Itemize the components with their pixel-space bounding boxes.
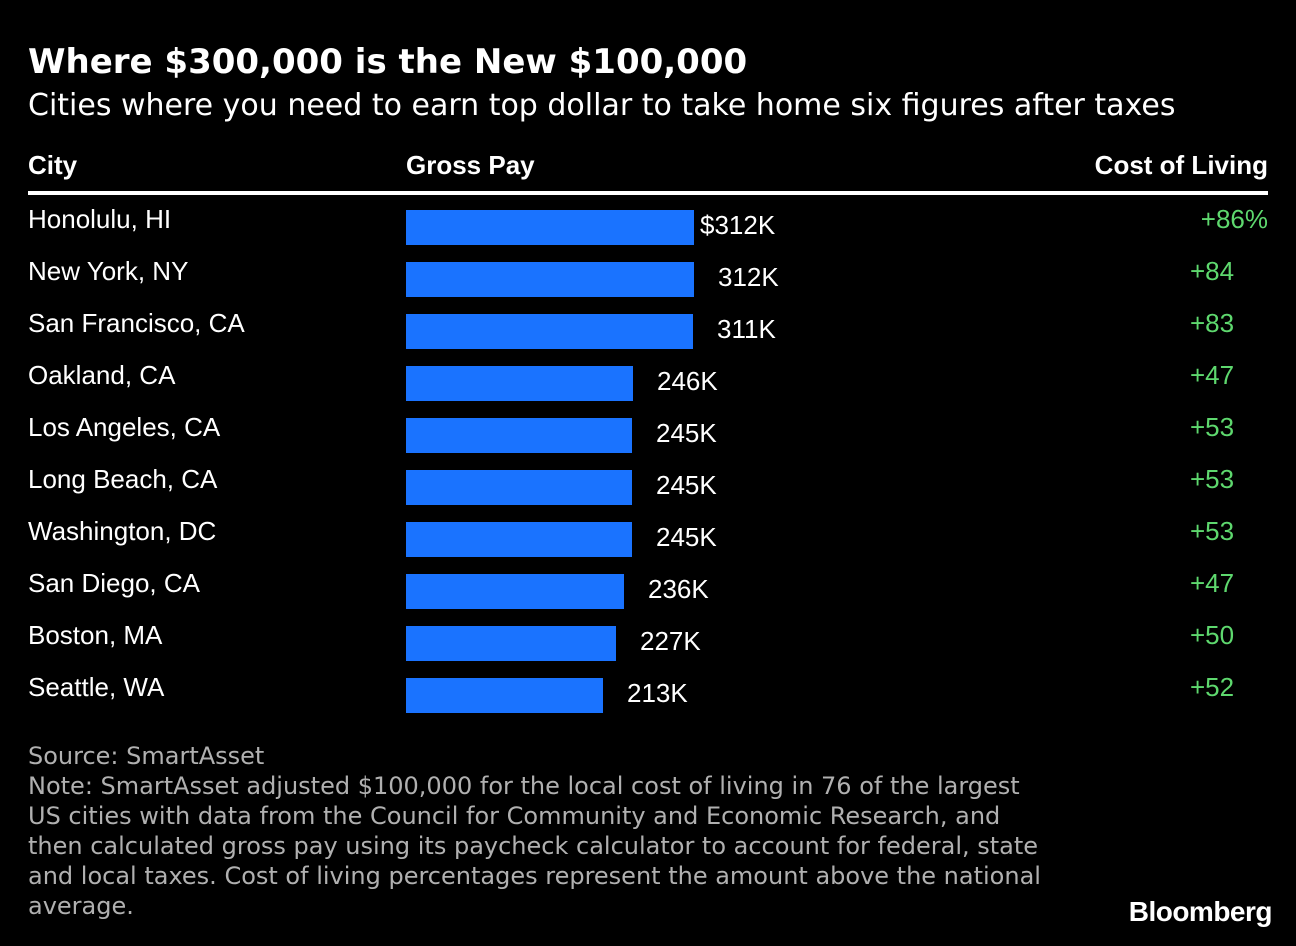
gross-pay-value-label: 227K [640, 626, 701, 656]
cost-of-living-value: +47 [1190, 568, 1235, 598]
cost-of-living-value: +84 [1190, 256, 1235, 286]
gross-pay-value-label: 236K [648, 574, 709, 604]
table-row: Oakland, CA 246K +47 [0, 354, 1296, 406]
cost-of-living-value: +50 [1190, 620, 1235, 650]
table-row: Washington, DC 245K +53 [0, 510, 1296, 562]
source-text: Source: SmartAsset [28, 742, 265, 770]
gross-pay-bar [406, 470, 632, 505]
gross-pay-bar [406, 522, 632, 557]
city-label: San Francisco, CA [28, 308, 245, 338]
city-label: Seattle, WA [28, 672, 165, 702]
gross-pay-bar [406, 210, 694, 245]
city-label: Los Angeles, CA [28, 412, 221, 442]
gross-pay-value-label: $312K [700, 210, 776, 240]
table-row: New York, NY 312K +84 [0, 250, 1296, 302]
table-row: Long Beach, CA 245K +53 [0, 458, 1296, 510]
cost-of-living-value: +47 [1190, 360, 1235, 390]
header-divider [28, 191, 1268, 195]
cost-of-living-value: +86% [1200, 204, 1268, 234]
gross-pay-bar [406, 626, 616, 661]
city-label: San Diego, CA [28, 568, 200, 598]
gross-pay-value-label: 245K [656, 470, 717, 500]
gross-pay-value-label: 312K [718, 262, 779, 292]
table-row: Los Angeles, CA 245K +53 [0, 406, 1296, 458]
gross-pay-value-label: 213K [627, 678, 688, 708]
chart-title: Where $300,000 is the New $100,000 [28, 42, 748, 82]
city-label: Long Beach, CA [28, 464, 218, 494]
table-row: Boston, MA 227K +50 [0, 614, 1296, 666]
cost-of-living-value: +53 [1190, 516, 1235, 546]
city-label: Oakland, CA [28, 360, 176, 390]
table-row: Seattle, WA 213K +52 [0, 666, 1296, 718]
gross-pay-value-label: 246K [657, 366, 718, 396]
gross-pay-value-label: 245K [656, 418, 717, 448]
table-row: San Francisco, CA 311K +83 [0, 302, 1296, 354]
cost-of-living-value: +53 [1190, 412, 1235, 442]
city-column-header: City [28, 150, 78, 180]
gross-pay-bar [406, 418, 632, 453]
gross-pay-bar [406, 262, 694, 297]
table-row: San Diego, CA 236K +47 [0, 562, 1296, 614]
city-label: Boston, MA [28, 620, 163, 650]
bloomberg-logo: Bloomberg [1128, 896, 1273, 927]
gross-pay-bar [406, 314, 693, 349]
gross-pay-bar [406, 678, 603, 713]
gross-pay-bar [406, 574, 624, 609]
gross-pay-bar [406, 366, 633, 401]
gross-pay-value-label: 311K [717, 314, 776, 344]
gross-pay-value-label: 245K [656, 522, 717, 552]
note-text: Note: SmartAsset adjusted $100,000 for t… [28, 772, 1041, 920]
city-label: New York, NY [28, 256, 189, 286]
cost-of-living-value: +52 [1190, 672, 1235, 702]
chart-subtitle: Cities where you need to earn top dollar… [28, 88, 1176, 123]
cost-of-living-value: +83 [1190, 308, 1235, 338]
table-row: Honolulu, HI $312K +86% [0, 198, 1296, 250]
cost-of-living-column-header: Cost of Living [1094, 150, 1268, 180]
city-label: Honolulu, HI [28, 204, 172, 234]
city-label: Washington, DC [28, 516, 217, 546]
cost-of-living-value: +53 [1190, 464, 1235, 494]
gross-pay-column-header: Gross Pay [406, 150, 535, 180]
